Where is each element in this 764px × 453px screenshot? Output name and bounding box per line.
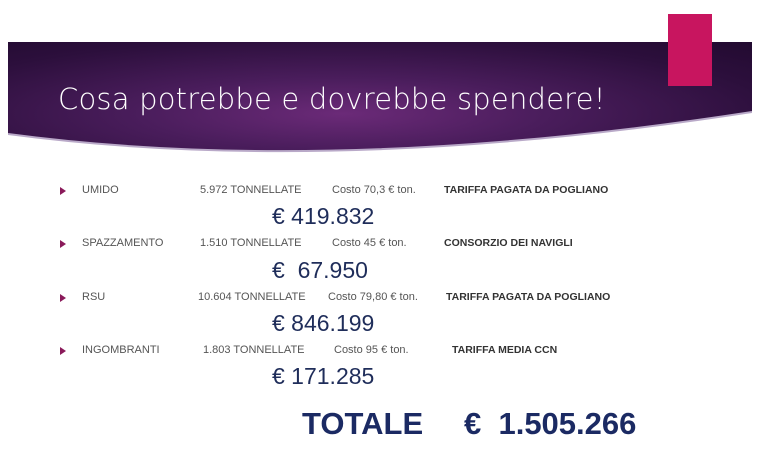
bullet-arrow-icon: [60, 187, 66, 195]
row-amount: € 846.199: [272, 310, 375, 336]
list-item: UMIDO 5.972 TONNELLATE Costo 70,3 € ton.…: [0, 184, 764, 198]
row-note: TARIFFA PAGATA DA POGLIANO: [446, 291, 611, 303]
row-quantity: 1.803 TONNELLATE: [203, 344, 305, 356]
row-quantity: 1.510 TONNELLATE: [200, 237, 302, 249]
row-cost: Costo 95 € ton.: [334, 344, 409, 356]
row-cost: Costo 45 € ton.: [332, 237, 407, 249]
list-item: RSU 10.604 TONNELLATE Costo 79,80 € ton.…: [0, 291, 764, 305]
list-item: SPAZZAMENTO 1.510 TONNELLATE Costo 45 € …: [0, 237, 764, 251]
slide-title: Cosa potrebbe e dovrebbe spendere!: [58, 82, 606, 116]
row-note: TARIFFA PAGATA DA POGLIANO: [444, 184, 609, 196]
row-amount: € 419.832: [272, 203, 375, 229]
banner-curve: [8, 111, 752, 166]
row-quantity: 5.972 TONNELLATE: [200, 184, 302, 196]
row-category: INGOMBRANTI: [82, 344, 160, 356]
row-cost: Costo 70,3 € ton.: [332, 184, 416, 196]
row-note: CONSORZIO DEI NAVIGLI: [444, 237, 573, 249]
bullet-arrow-icon: [60, 347, 66, 355]
row-category: RSU: [82, 291, 106, 303]
accent-tab: [668, 14, 712, 86]
row-quantity: 10.604 TONNELLATE: [198, 291, 306, 303]
row-category: SPAZZAMENTO: [82, 237, 164, 249]
total-value: € 1.505.266: [464, 406, 637, 441]
bullet-arrow-icon: [60, 294, 66, 302]
row-amount: € 67.950: [272, 257, 368, 283]
list-item: INGOMBRANTI 1.803 TONNELLATE Costo 95 € …: [0, 344, 764, 358]
row-note: TARIFFA MEDIA CCN: [452, 344, 558, 356]
row-cost: Costo 79,80 € ton.: [328, 291, 418, 303]
total-label: TOTALE: [302, 406, 424, 441]
bullet-arrow-icon: [60, 240, 66, 248]
row-category: UMIDO: [82, 184, 119, 196]
row-amount: € 171.285: [272, 363, 375, 389]
